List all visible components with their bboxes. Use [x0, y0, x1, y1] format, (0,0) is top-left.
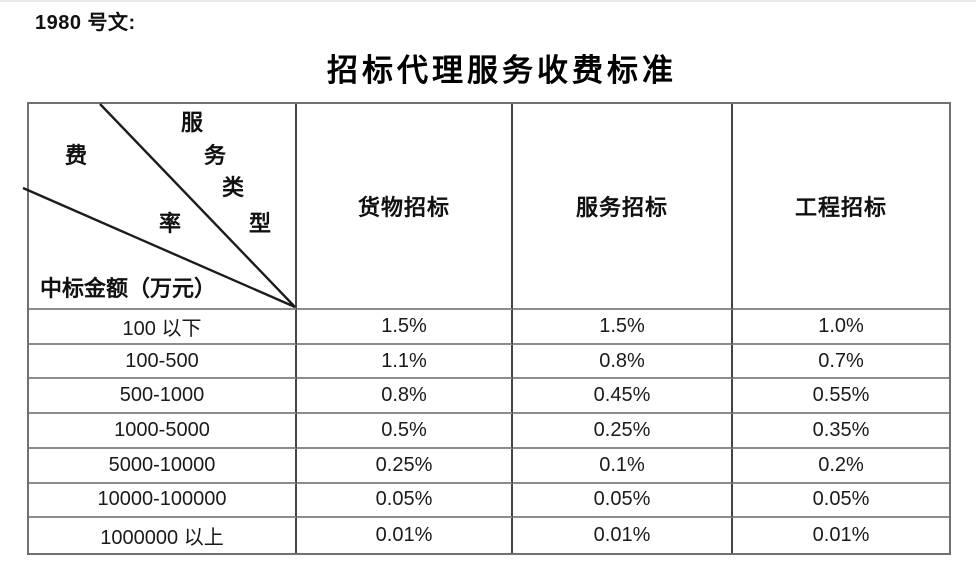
rate-cell: 0.01% — [513, 518, 733, 553]
rate-cell: 0.25% — [513, 414, 733, 449]
rate-cell: 0.05% — [733, 484, 949, 519]
rate-cell: 0.5% — [297, 414, 513, 449]
column-header-service: 服务招标 — [513, 104, 733, 310]
table-corner-diagonal-cell: 服 务 类 型 费 率 中标金额（万元） — [22, 103, 297, 310]
rate-cell: 0.35% — [733, 414, 949, 449]
rate-cell: 1.0% — [733, 310, 949, 345]
row-amount-range: 1000000 以上 — [29, 518, 297, 553]
rate-cell: 0.01% — [297, 518, 513, 553]
corner-char-service-4: 型 — [249, 211, 272, 236]
page-title: 招标代理服务收费标准 — [327, 53, 677, 88]
row-amount-range: 100-500 — [29, 344, 297, 380]
corner-char-rate-2: 率 — [159, 211, 182, 236]
corner-char-rate-1: 费 — [65, 143, 88, 168]
rate-cell: 1.1% — [297, 344, 513, 380]
corner-char-service-3: 类 — [222, 175, 245, 200]
screenshot-top-edge — [0, 0, 976, 2]
rate-cell: 0.05% — [297, 483, 513, 519]
column-header-goods: 货物招标 — [297, 104, 513, 310]
rate-cell: 0.55% — [733, 379, 949, 415]
column-header-engineering: 工程招标 — [733, 104, 949, 310]
rate-cell: 0.25% — [297, 448, 513, 484]
rate-cell: 0.8% — [513, 344, 733, 380]
rate-cell: 1.5% — [513, 310, 733, 345]
corner-char-service-1: 服 — [181, 110, 204, 135]
document-number-label: 1980 号文: — [35, 12, 136, 34]
fee-standard-table: 服 务 类 型 费 率 中标金额（万元） 货物招标 服务招标 工程招标 100 … — [22, 102, 951, 555]
rate-cell: 0.01% — [812, 524, 870, 547]
rate-cell: 0.8% — [297, 379, 513, 415]
rate-cell: 0.05% — [513, 483, 733, 519]
row-amount-range: 1000-5000 — [29, 414, 297, 449]
row-amount-range: 10000-100000 — [29, 483, 297, 519]
corner-char-service-2: 务 — [204, 143, 227, 168]
corner-amount-axis-label: 中标金额（万元） — [40, 276, 217, 301]
row-amount-range: 100 以下 — [29, 310, 297, 345]
diagonal-lines — [22, 103, 296, 309]
rate-cell: 0.45% — [513, 379, 733, 415]
row-amount-range: 5000-10000 — [29, 448, 297, 484]
rate-cell: 0.7% — [733, 345, 949, 380]
row-amount-range: 500-1000 — [29, 379, 297, 415]
rate-cell: 0.1% — [513, 448, 733, 484]
rate-cell: 0.2% — [733, 449, 949, 484]
rate-cell: 1.5% — [297, 310, 513, 345]
